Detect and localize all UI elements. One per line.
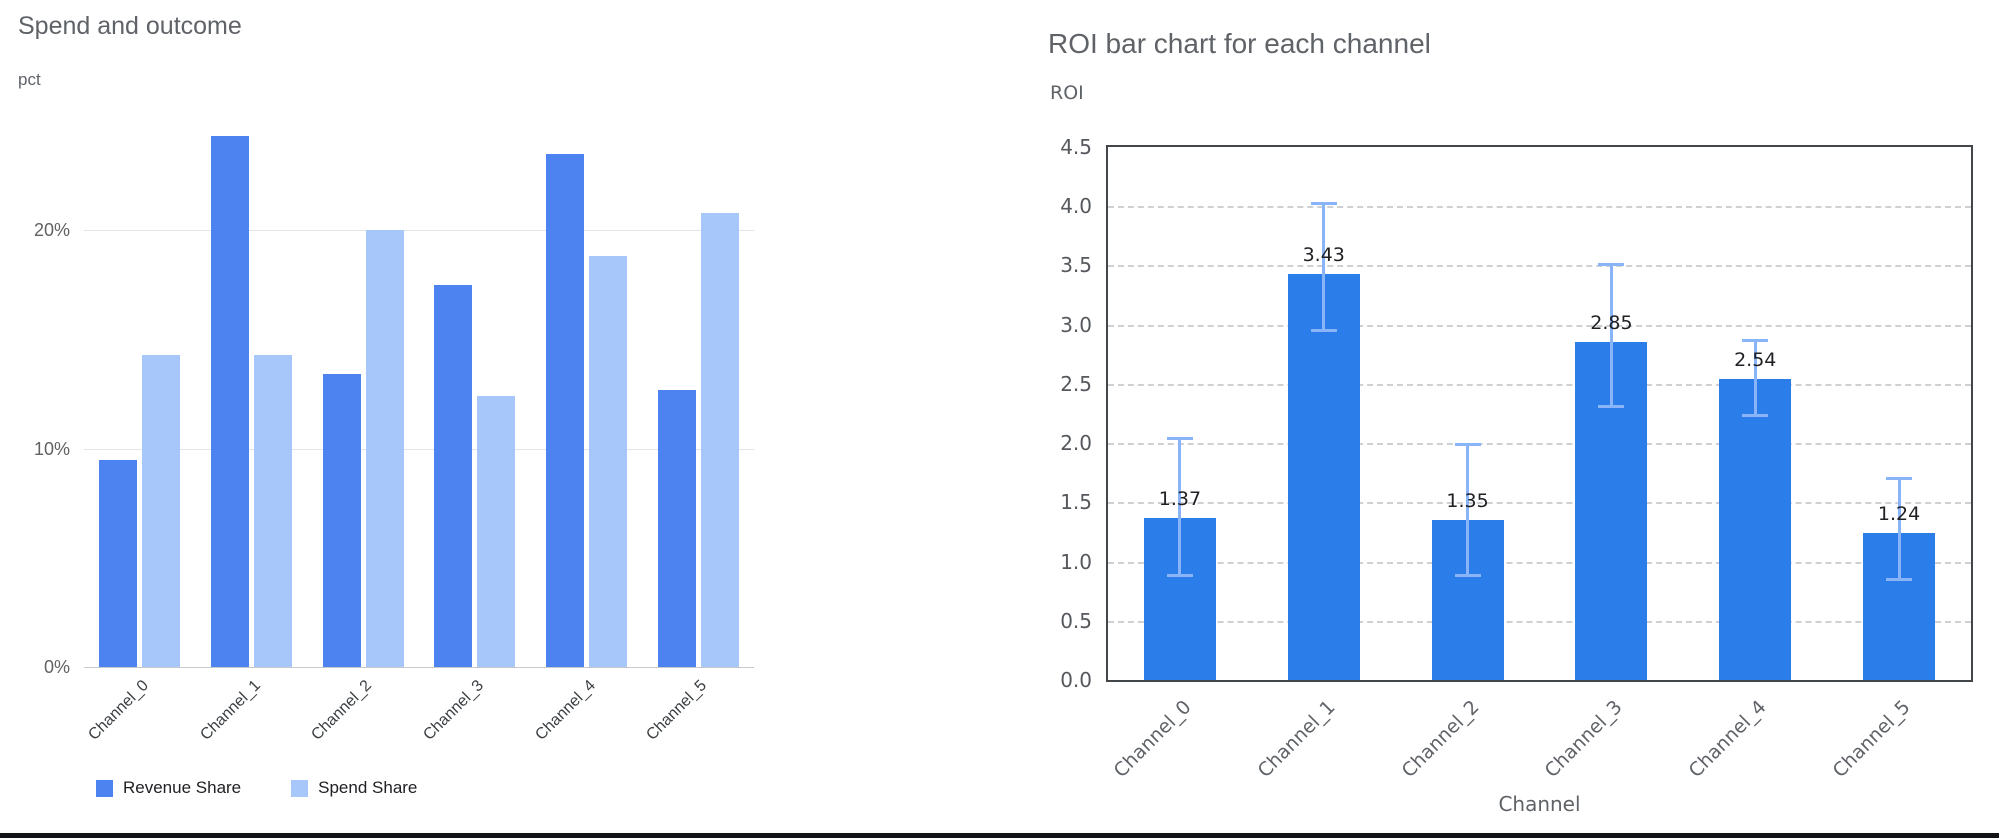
bar-revenue-share[interactable] <box>434 284 473 667</box>
x-tick-label: Channel_5 <box>1828 696 1915 782</box>
error-bar-cap-top <box>1598 262 1625 266</box>
error-bar-cap-bottom <box>1310 329 1337 333</box>
legend: Revenue Share Spend Share <box>96 778 417 798</box>
bar-spend-share[interactable] <box>477 396 516 667</box>
y-tick-label: 3.0 <box>1060 312 1092 337</box>
bar-value-label: 1.35 <box>1446 490 1489 513</box>
error-bar-cap-bottom <box>1742 414 1769 418</box>
bar-value-label: 1.24 <box>1877 503 1921 526</box>
error-bar-line <box>1178 438 1182 576</box>
y-tick-label: 1.0 <box>1060 549 1092 574</box>
spend-outcome-chart: Spend and outcome pct 0% 10% 20% Channel_0 C… <box>0 0 820 838</box>
error-bar-line <box>1322 203 1326 331</box>
gridline <box>84 667 754 668</box>
y-tick-label: 4.5 <box>1060 135 1092 159</box>
y-tick-label: 20% <box>33 220 70 241</box>
x-tick-label: Channel_3 <box>1540 696 1627 782</box>
y-tick-label: 0.0 <box>1060 668 1092 692</box>
gridline <box>1108 443 1971 446</box>
y-tick-label: 2.5 <box>1060 371 1092 396</box>
bar-revenue-share[interactable] <box>99 459 138 667</box>
y-tick-label: 1.5 <box>1060 490 1092 515</box>
legend-item[interactable]: Revenue Share <box>96 778 241 798</box>
bar-spend-share[interactable] <box>365 230 404 667</box>
plot-border <box>1106 145 1973 682</box>
error-bar-line <box>1897 478 1901 580</box>
y-tick-label: 4.0 <box>1060 194 1092 219</box>
bar-spend-share[interactable] <box>589 256 627 667</box>
x-tick-label: Channel_1 <box>1253 696 1340 782</box>
x-tick-label: Channel_2 <box>1397 696 1484 782</box>
y-tick-label: 2.0 <box>1060 431 1092 456</box>
bar-spend-share[interactable] <box>700 212 739 667</box>
x-tick-label: Channel_0 <box>1109 696 1196 782</box>
x-tick-label: Channel_4 <box>531 677 599 744</box>
error-bar-line <box>1466 444 1470 576</box>
legend-swatch <box>96 779 113 797</box>
gridline <box>84 448 754 450</box>
x-tick-label: Channel_1 <box>196 677 264 744</box>
error-bar-cap-bottom <box>1886 577 1913 581</box>
error-bar-cap-bottom <box>1454 574 1481 578</box>
bar-revenue-share[interactable] <box>657 389 696 667</box>
bar-spend-share[interactable] <box>142 354 181 667</box>
gridline <box>1108 383 1971 386</box>
y-axis-title: pct <box>18 70 41 89</box>
error-bar-line <box>1609 264 1613 407</box>
x-tick-label: Channel_0 <box>85 677 152 744</box>
plot-area: 0% 10% 20% Channel_0 Channel_1 Channel_2 Chann… <box>34 121 754 744</box>
gridline <box>1108 324 1971 327</box>
window-bottom-edge <box>0 833 1999 838</box>
error-bar-cap-top <box>1886 477 1913 481</box>
x-tick-label: Channel_3 <box>420 677 487 744</box>
gridline <box>1108 265 1971 268</box>
legend-label: Revenue Share <box>123 778 242 797</box>
x-tick-label: Channel_4 <box>1684 696 1771 782</box>
x-tick-label: Channel_2 <box>308 677 376 744</box>
bar-value-label: 2.54 <box>1734 349 1777 372</box>
gridline <box>1108 561 1971 564</box>
gridline <box>1108 502 1971 505</box>
legend-swatch <box>291 779 309 797</box>
legend-label: Spend Share <box>318 778 418 797</box>
legend-item[interactable]: Spend Share <box>291 778 417 798</box>
y-tick-label: 0.5 <box>1060 608 1092 633</box>
plot-area: 0.0 0.5 1.0 1.5 2.0 2.5 3.0 3.5 4.0 4.5 1.37 Channe… <box>1060 135 1973 782</box>
bar-value-label: 2.85 <box>1590 312 1633 335</box>
error-bar-cap-top <box>1310 202 1337 206</box>
error-bar-cap-top <box>1454 442 1481 446</box>
x-axis-title: Channel <box>1498 792 1581 816</box>
x-tick-label: Channel_5 <box>643 677 711 744</box>
bar-revenue-share[interactable] <box>322 374 361 667</box>
error-bar-line <box>1753 340 1757 416</box>
gridline <box>1108 620 1971 623</box>
gridline <box>84 230 754 232</box>
error-bar-cap-bottom <box>1598 404 1625 408</box>
bar-revenue-share[interactable] <box>546 153 584 667</box>
y-tick-label: 0% <box>43 657 70 677</box>
roi-bar <box>1287 273 1360 680</box>
error-bar-cap-bottom <box>1166 574 1193 578</box>
chart-title: Spend and outcome <box>18 12 242 40</box>
y-tick-label: 3.5 <box>1060 253 1092 278</box>
bar-revenue-share[interactable] <box>211 136 249 667</box>
error-bar-cap-top <box>1742 338 1769 342</box>
roi-bar <box>1719 379 1792 680</box>
y-axis-title: ROI <box>1050 82 1084 104</box>
bar-value-label: 3.43 <box>1302 243 1345 266</box>
gridline <box>1108 206 1971 209</box>
bar-value-label: 1.37 <box>1158 487 1202 510</box>
chart-title: ROI bar chart for each channel <box>1048 28 1431 59</box>
error-bar-cap-top <box>1166 436 1193 440</box>
y-tick-label: 10% <box>33 438 70 459</box>
bar-spend-share[interactable] <box>254 354 292 667</box>
roi-chart: ROI bar chart for each channel ROI 0.0 0.… <box>1040 0 1999 838</box>
